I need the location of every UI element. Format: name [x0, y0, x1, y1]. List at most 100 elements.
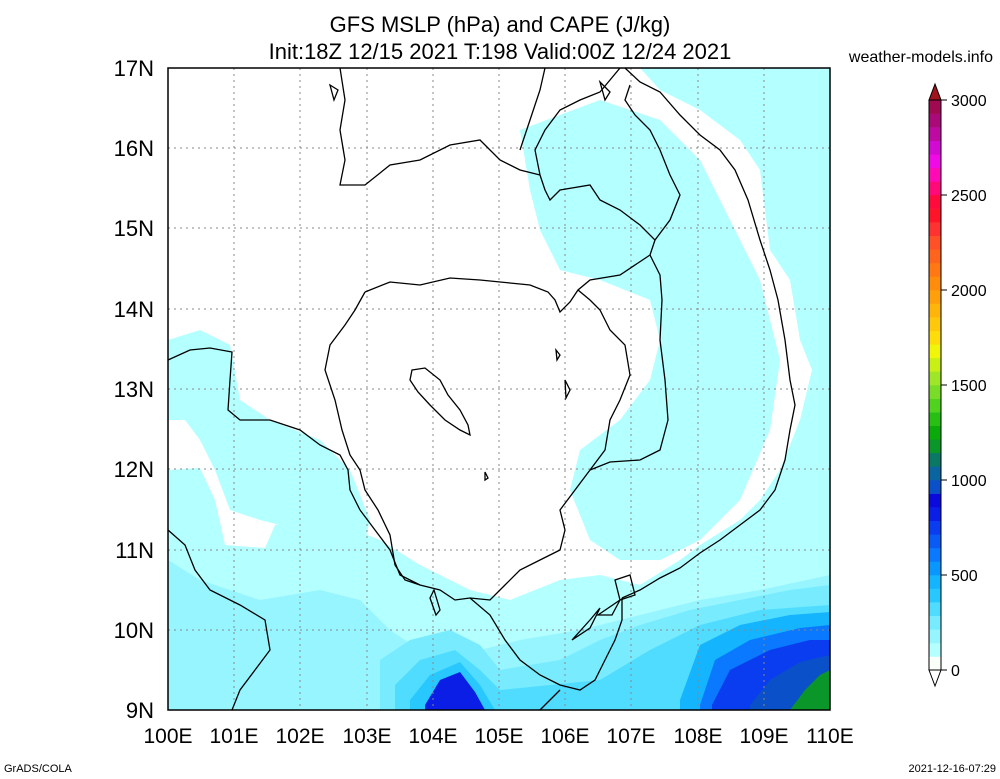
- lat-label: 14N: [114, 297, 154, 322]
- cape-shading-green: [790, 670, 830, 710]
- lon-label: 104E: [408, 725, 457, 748]
- colorbar-cell: [929, 357, 941, 372]
- lat-label: 9N: [126, 698, 154, 723]
- latitude-labels: 17N 16N 15N 14N 13N 12N 11N 10N 9N: [114, 56, 154, 723]
- island: [564, 379, 571, 401]
- colorbar-label: 1000: [951, 473, 987, 490]
- colorbar-label: 0: [951, 663, 960, 680]
- colorbar-cell: [929, 127, 941, 142]
- colorbar-label: 500: [951, 568, 978, 585]
- island: [555, 347, 561, 363]
- lon-label: 107E: [606, 725, 655, 748]
- coastline: [469, 597, 623, 691]
- lon-label: 108E: [673, 725, 722, 748]
- colorbar-cell: [929, 466, 941, 481]
- colorbar-cell: [929, 303, 941, 318]
- island: [328, 83, 339, 103]
- cape-shading-west: [168, 330, 370, 560]
- longitude-labels: 100E 101E 102E 103E 104E 105E 106E 107E …: [143, 725, 853, 748]
- colorbar-cell: [929, 507, 941, 522]
- cape-shading-ne-sea: [640, 68, 830, 300]
- colorbar-cell: [929, 452, 941, 467]
- colorbar-cell: [929, 195, 941, 209]
- colorbar-cell: [929, 480, 941, 494]
- lon-label: 101E: [209, 725, 258, 748]
- colorbar-cell: [929, 575, 941, 589]
- cape-shading-light: [168, 68, 830, 710]
- colorbar-cell: [929, 561, 941, 576]
- colorbar-cell: [929, 208, 941, 223]
- chart-title: GFS MSLP (hPa) and CAPE (J/kg): [330, 12, 671, 37]
- colorbar-cell: [929, 290, 941, 304]
- colorbar-cell: [929, 385, 941, 399]
- colorbar-cell: [929, 547, 941, 562]
- chart-subtitle: Init:18Z 12/15 2021 T:198 Valid:00Z 12/2…: [269, 39, 732, 64]
- border-line: [589, 254, 669, 471]
- colorbar-cell: [929, 222, 941, 237]
- colorbar-label: 2000: [951, 283, 987, 300]
- colorbar-cell: [929, 330, 941, 345]
- colorbar-cell: [929, 154, 941, 169]
- lat-label: 17N: [114, 56, 154, 81]
- border-line: [534, 68, 621, 176]
- colorbar-label: 2500: [951, 188, 987, 205]
- cape-shading-darkblue2: [425, 672, 485, 710]
- footer-left: GrADS/COLA: [4, 763, 73, 775]
- lat-label: 10N: [114, 618, 154, 643]
- lat-label: 16N: [114, 136, 154, 161]
- colorbar-label: 3000: [951, 93, 987, 110]
- lon-label: 100E: [143, 725, 192, 748]
- coastline: [621, 68, 796, 599]
- island: [598, 79, 611, 102]
- lon-label: 106E: [540, 725, 589, 748]
- colorbar-cell: [929, 181, 941, 196]
- lat-label: 15N: [114, 216, 154, 241]
- colorbar-cell: [929, 249, 941, 264]
- lon-label: 110E: [806, 725, 854, 748]
- coastline: [359, 509, 471, 601]
- colorbar-cell: [929, 588, 941, 603]
- colorbar-cell: [929, 493, 941, 508]
- lon-label: 103E: [342, 725, 391, 748]
- colorbar-cell: [929, 425, 941, 440]
- coastlines-borders: [168, 68, 796, 710]
- colorbar-cell: [929, 262, 941, 277]
- lat-label: 11N: [115, 538, 154, 563]
- colorbar-bottom-arrow: [928, 669, 942, 688]
- border-line: [324, 291, 421, 586]
- island: [429, 588, 441, 617]
- island: [614, 574, 636, 601]
- colorbar-cell: [929, 520, 941, 535]
- colorbar-cell: [929, 371, 941, 386]
- colorbar-cell: [929, 642, 941, 657]
- map-area: [167, 67, 831, 711]
- colorbar-cell: [929, 439, 941, 454]
- footer-right: 2021-12-16-07:29: [909, 763, 996, 775]
- colorbar-cell: [929, 276, 941, 291]
- colorbar-cell: [929, 629, 941, 644]
- lon-label: 105E: [474, 725, 523, 748]
- coastline: [539, 689, 561, 710]
- island: [484, 471, 489, 482]
- colorbar-cell: [929, 534, 941, 549]
- colorbar-cell: [929, 317, 941, 332]
- colorbar-cell: [929, 656, 941, 671]
- colorbar-cell: [929, 412, 941, 427]
- coastline: [168, 347, 361, 511]
- map-frame: [167, 67, 831, 711]
- cape-shading-east: [520, 100, 780, 560]
- colorbar-cell: [929, 113, 941, 128]
- colorbar-cell: [929, 344, 941, 359]
- lat-label: 12N: [114, 457, 154, 482]
- colorbar-top-arrow: [928, 82, 942, 101]
- colorbar-cell: [929, 167, 941, 182]
- border-line: [364, 174, 656, 314]
- colorbar-cell: [929, 235, 941, 250]
- colorbar: 3000 2500 2000 1500 1000 500 0: [928, 82, 987, 688]
- tonle-sap-lake: [409, 367, 471, 437]
- colorbar-label: 1500: [951, 378, 987, 395]
- border-line: [624, 84, 681, 241]
- border-line: [519, 68, 546, 151]
- site-label: weather-models.info: [848, 49, 993, 66]
- coastline: [168, 529, 271, 710]
